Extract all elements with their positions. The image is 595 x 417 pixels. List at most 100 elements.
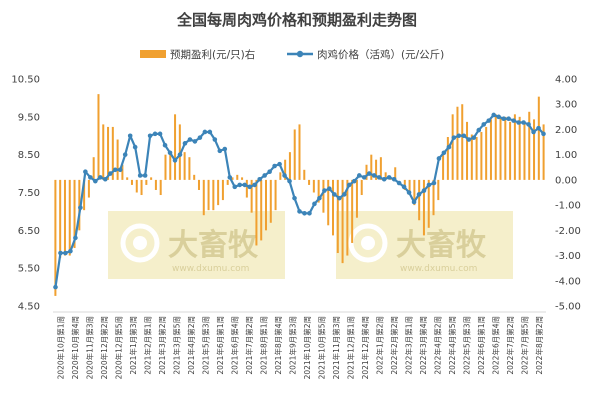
profit-bar xyxy=(360,179,363,196)
profit-bar xyxy=(202,179,205,216)
profit-bar xyxy=(485,126,488,180)
price-point xyxy=(531,129,536,135)
legend-line-label: 肉鸡价格（活鸡）(元/公斤) xyxy=(317,48,444,61)
price-point xyxy=(302,211,307,216)
profit-bar xyxy=(111,126,114,180)
price-point xyxy=(63,250,68,256)
profit-bar xyxy=(159,179,162,196)
price-point xyxy=(496,114,501,120)
left-axis: 4.50 5.50 6.50 7.50 8.50 9.50 10.50 xyxy=(11,75,40,313)
profit-bar xyxy=(432,179,435,216)
price-point xyxy=(411,199,417,205)
legend-bar-swatch xyxy=(140,50,166,58)
profit-bar xyxy=(365,164,368,180)
price-point xyxy=(436,156,442,161)
price-point xyxy=(247,184,252,190)
price-point xyxy=(361,175,367,180)
price-point xyxy=(401,184,407,190)
price-point xyxy=(217,148,223,154)
profit-bar xyxy=(480,131,483,180)
price-point xyxy=(521,120,526,125)
x-axis-tick-label: 2021年1月第3周 xyxy=(128,316,138,375)
x-axis-tick-label: 2021年10月第5周 xyxy=(316,316,326,379)
x-axis-tick-label: 2022年8月第2周 xyxy=(534,316,544,375)
x-axis-tick-label: 2021年6月第1周 xyxy=(215,316,225,375)
price-point xyxy=(227,175,233,180)
x-axis-tick-label: 2021年4月第2周 xyxy=(186,316,196,375)
profit-bar xyxy=(274,179,277,211)
price-point xyxy=(351,178,357,184)
watermark-logo-core-icon xyxy=(133,236,147,250)
price-point xyxy=(137,173,143,178)
x-axis-tick-label: 2022年6月第1周 xyxy=(476,316,486,375)
profit-bar xyxy=(164,154,167,180)
price-point xyxy=(262,173,267,178)
profit-bar xyxy=(150,177,153,180)
left-axis-tick-label: 10.50 xyxy=(11,75,40,86)
price-point xyxy=(371,173,377,178)
profit-bar xyxy=(221,179,224,201)
profit-bar xyxy=(226,179,229,185)
profit-bar xyxy=(523,124,526,180)
left-axis-tick-label: 6.50 xyxy=(18,226,40,237)
price-point xyxy=(416,192,422,197)
bars-layer xyxy=(54,94,545,296)
profit-bar xyxy=(375,159,378,180)
price-point xyxy=(202,129,208,135)
x-axis-tick-label: 2020年12月第2周 xyxy=(99,316,109,379)
profit-bar xyxy=(130,179,133,185)
price-point xyxy=(257,176,262,182)
x-axis-tick-label: 2022年6月第4周 xyxy=(490,316,500,375)
profit-bar xyxy=(303,169,306,180)
profit-bar xyxy=(446,137,449,180)
x-axis-tick-label: 2021年6月第4周 xyxy=(229,316,239,375)
price-point xyxy=(381,176,387,182)
x-axis-tick-label: 2022年3月第1周 xyxy=(403,316,413,375)
price-point xyxy=(486,118,492,123)
profit-bar xyxy=(68,179,71,256)
x-axis-tick-label: 2021年11月第3周 xyxy=(331,316,341,379)
profit-bar xyxy=(504,116,507,180)
price-point xyxy=(421,188,427,193)
left-axis-tick-label: 7.50 xyxy=(18,188,40,199)
right-axis-tick-label: -3.00 xyxy=(555,251,581,262)
price-point xyxy=(506,116,511,122)
profit-bar xyxy=(355,179,358,218)
profit-bar xyxy=(346,179,349,256)
price-point xyxy=(177,152,183,157)
x-axis-tick-label: 2022年4月第5周 xyxy=(447,316,457,375)
left-axis-tick-label: 4.50 xyxy=(18,302,40,313)
profit-bar xyxy=(97,94,100,180)
price-point xyxy=(162,142,168,148)
price-point xyxy=(212,137,218,142)
profit-bar xyxy=(312,179,315,193)
profit-bar xyxy=(394,167,397,180)
x-axis-tick-label: 2022年4月第2周 xyxy=(432,316,442,375)
price-point xyxy=(78,205,83,210)
right-axis: -5.00 -4.00 -3.00 -2.00 -1.00 0.00 1.00 2.00 3.0… xyxy=(555,75,581,313)
price-point xyxy=(242,182,248,188)
watermark-brand: 大畜牧 xyxy=(396,228,487,263)
price-point xyxy=(466,137,472,142)
watermark-url: www.dxumu.com xyxy=(400,264,477,274)
price-point xyxy=(376,175,382,180)
profit-bar xyxy=(327,179,330,226)
price-point xyxy=(267,169,272,174)
watermark-logo-icon xyxy=(348,223,388,263)
watermark-logo-core-icon xyxy=(361,236,375,250)
profit-bar xyxy=(332,179,335,236)
profit-bar xyxy=(494,114,497,180)
x-axis-tick-label: 2021年8月第4周 xyxy=(273,316,283,375)
profit-bar xyxy=(188,157,191,180)
price-point xyxy=(456,133,462,139)
profit-bar xyxy=(336,179,339,254)
profit-bar xyxy=(451,114,454,180)
profit-bar xyxy=(59,179,62,259)
price-point xyxy=(386,175,392,180)
profit-bar xyxy=(183,152,186,180)
watermark-url: www.dxumu.com xyxy=(172,264,249,274)
profit-bar xyxy=(212,179,215,211)
legend: 预期盈利(元/只)右 肉鸡价格（活鸡）(元/公斤) xyxy=(140,48,444,61)
price-point xyxy=(307,211,312,216)
